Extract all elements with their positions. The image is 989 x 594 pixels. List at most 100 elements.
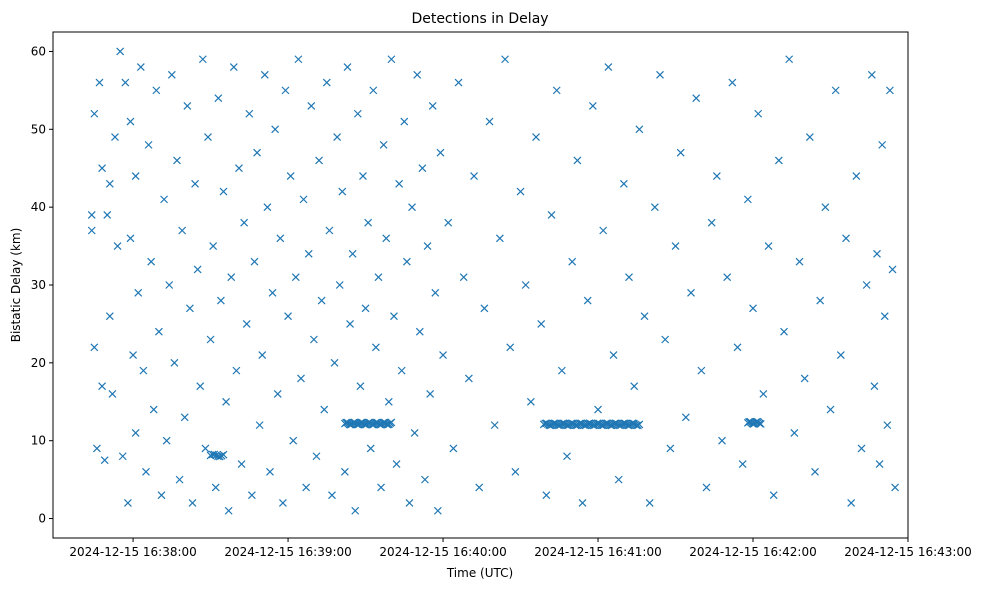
y-tick-label: 20 bbox=[31, 356, 46, 370]
data-point bbox=[880, 312, 889, 321]
data-point bbox=[289, 436, 298, 445]
data-point bbox=[129, 351, 137, 359]
data-point bbox=[842, 234, 850, 243]
data-point bbox=[718, 436, 726, 445]
data-point bbox=[875, 460, 884, 468]
data-point bbox=[454, 78, 463, 87]
track-point bbox=[361, 420, 370, 429]
data-point bbox=[395, 179, 404, 188]
data-point bbox=[338, 187, 347, 196]
data-point bbox=[795, 257, 804, 266]
data-point bbox=[444, 218, 453, 227]
data-point bbox=[294, 55, 303, 64]
data-point bbox=[738, 460, 747, 468]
x-tick-label: 2024-12-15 16:42:00 bbox=[689, 545, 816, 559]
data-point bbox=[167, 70, 176, 79]
data-point bbox=[392, 460, 401, 468]
track-point bbox=[549, 419, 558, 428]
data-point bbox=[470, 172, 478, 180]
data-point bbox=[640, 312, 649, 321]
data-point bbox=[356, 382, 365, 391]
data-point bbox=[374, 273, 383, 282]
data-point bbox=[410, 428, 419, 437]
data-point bbox=[400, 117, 409, 126]
data-point bbox=[348, 249, 357, 258]
data-point bbox=[315, 156, 323, 165]
data-point bbox=[149, 405, 158, 414]
track-point bbox=[541, 419, 550, 428]
data-points bbox=[87, 47, 900, 515]
track-point bbox=[632, 421, 641, 430]
data-point bbox=[387, 55, 396, 64]
data-point bbox=[588, 102, 597, 110]
data-point bbox=[185, 304, 194, 313]
data-point bbox=[263, 203, 272, 212]
data-point bbox=[573, 156, 582, 165]
track-point bbox=[610, 419, 619, 428]
data-point bbox=[183, 102, 192, 110]
x-tick-label: 2024-12-15 16:40:00 bbox=[379, 545, 506, 559]
data-point bbox=[826, 405, 835, 414]
data-point bbox=[873, 249, 881, 258]
data-point bbox=[692, 94, 701, 103]
data-point bbox=[537, 319, 546, 328]
data-point bbox=[111, 133, 119, 142]
data-point bbox=[126, 234, 135, 243]
track-point bbox=[575, 419, 584, 428]
data-point bbox=[258, 351, 267, 359]
data-point bbox=[304, 249, 313, 258]
track-point bbox=[545, 421, 554, 430]
data-point bbox=[635, 125, 644, 134]
data-point bbox=[464, 374, 473, 383]
data-point bbox=[214, 94, 223, 103]
data-point bbox=[790, 428, 799, 437]
data-point bbox=[733, 343, 742, 352]
data-point bbox=[242, 319, 251, 328]
data-point bbox=[625, 273, 633, 282]
data-point bbox=[506, 343, 515, 352]
y-tick-label: 50 bbox=[31, 122, 46, 136]
data-point bbox=[178, 226, 187, 235]
data-point bbox=[253, 148, 261, 157]
data-point bbox=[237, 460, 246, 468]
data-point bbox=[436, 148, 445, 157]
data-point bbox=[131, 428, 140, 437]
data-point bbox=[353, 109, 362, 118]
data-point bbox=[433, 506, 442, 515]
data-point bbox=[317, 296, 326, 305]
data-point bbox=[291, 273, 300, 282]
data-point bbox=[379, 140, 388, 149]
data-point bbox=[377, 483, 385, 492]
data-point bbox=[614, 475, 623, 484]
data-point bbox=[366, 444, 375, 453]
data-point bbox=[157, 491, 166, 500]
data-point bbox=[193, 265, 202, 274]
data-point bbox=[222, 397, 230, 406]
data-point bbox=[98, 164, 107, 173]
data-point bbox=[723, 273, 732, 282]
data-point bbox=[276, 234, 285, 243]
track-point bbox=[364, 418, 373, 427]
data-point bbox=[95, 78, 104, 87]
data-point bbox=[418, 164, 427, 173]
data-point bbox=[805, 133, 814, 142]
data-point bbox=[240, 218, 249, 227]
y-tick-label: 40 bbox=[31, 200, 46, 214]
data-point bbox=[247, 491, 256, 500]
data-point bbox=[116, 47, 125, 56]
data-point bbox=[196, 382, 205, 391]
data-point bbox=[816, 296, 825, 305]
data-point bbox=[749, 304, 757, 313]
data-point bbox=[769, 491, 778, 500]
data-point bbox=[501, 55, 509, 64]
track-point bbox=[606, 421, 615, 430]
data-point bbox=[103, 211, 112, 219]
data-point bbox=[521, 281, 530, 289]
data-point bbox=[836, 351, 845, 359]
data-point bbox=[232, 366, 241, 375]
data-point bbox=[219, 187, 228, 196]
data-point bbox=[333, 133, 342, 142]
data-point bbox=[423, 242, 432, 251]
data-point bbox=[619, 179, 628, 188]
